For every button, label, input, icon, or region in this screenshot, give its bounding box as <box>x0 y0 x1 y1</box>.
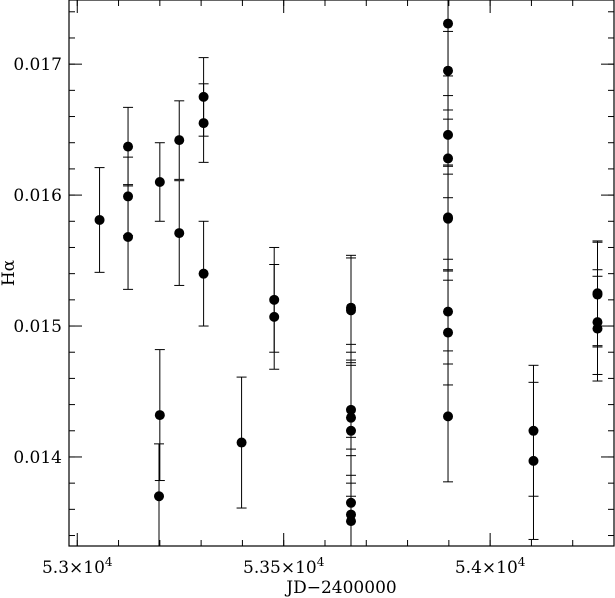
data-point <box>443 65 454 76</box>
data-point <box>154 177 165 187</box>
data-point <box>528 425 539 436</box>
plot-frame <box>68 0 615 547</box>
data-point <box>443 213 454 224</box>
data-point <box>345 497 356 508</box>
data-point <box>345 305 356 316</box>
data-point <box>174 228 185 239</box>
y-tick-label: 0.016 <box>13 186 62 206</box>
data-point <box>345 516 356 527</box>
data-point <box>269 311 280 322</box>
x-tick-label: 5.3×104 <box>42 555 113 578</box>
y-tick-label: 0.017 <box>13 55 62 75</box>
data-point <box>443 18 454 29</box>
data-point <box>443 306 454 317</box>
data-point <box>443 153 454 164</box>
data-point <box>154 410 165 421</box>
data-point <box>345 404 356 415</box>
data-point <box>528 455 539 466</box>
y-tick-label: 0.015 <box>13 317 62 337</box>
data-point <box>269 294 280 305</box>
x-tick-label: 5.35×104 <box>243 555 325 578</box>
data-point <box>345 425 356 436</box>
data-point <box>592 323 603 334</box>
data-point <box>94 214 105 225</box>
axis-ticks-layer <box>69 0 615 546</box>
data-point <box>198 118 209 129</box>
data-point <box>154 491 165 502</box>
x-tick-label: 5.4×104 <box>455 555 526 578</box>
data-point <box>443 411 454 422</box>
data-point <box>236 437 247 448</box>
data-point <box>198 91 209 102</box>
data-point <box>443 327 454 338</box>
data-point <box>123 141 134 152</box>
data-points-layer <box>94 18 603 527</box>
y-axis-label: Hα <box>0 259 19 286</box>
x-axis-label: JD−2400000 <box>284 578 396 598</box>
tick-labels-layer: 5.3×104 5.35×104 5.4×104 0.014 0.015 0.016 0.0… <box>13 55 525 578</box>
data-point <box>123 191 134 202</box>
y-tick-label: 0.014 <box>13 448 62 468</box>
data-point <box>198 268 209 279</box>
data-point <box>592 289 603 300</box>
data-point <box>174 135 185 146</box>
data-point <box>123 231 134 242</box>
data-point <box>443 129 454 140</box>
data-point <box>345 412 356 423</box>
